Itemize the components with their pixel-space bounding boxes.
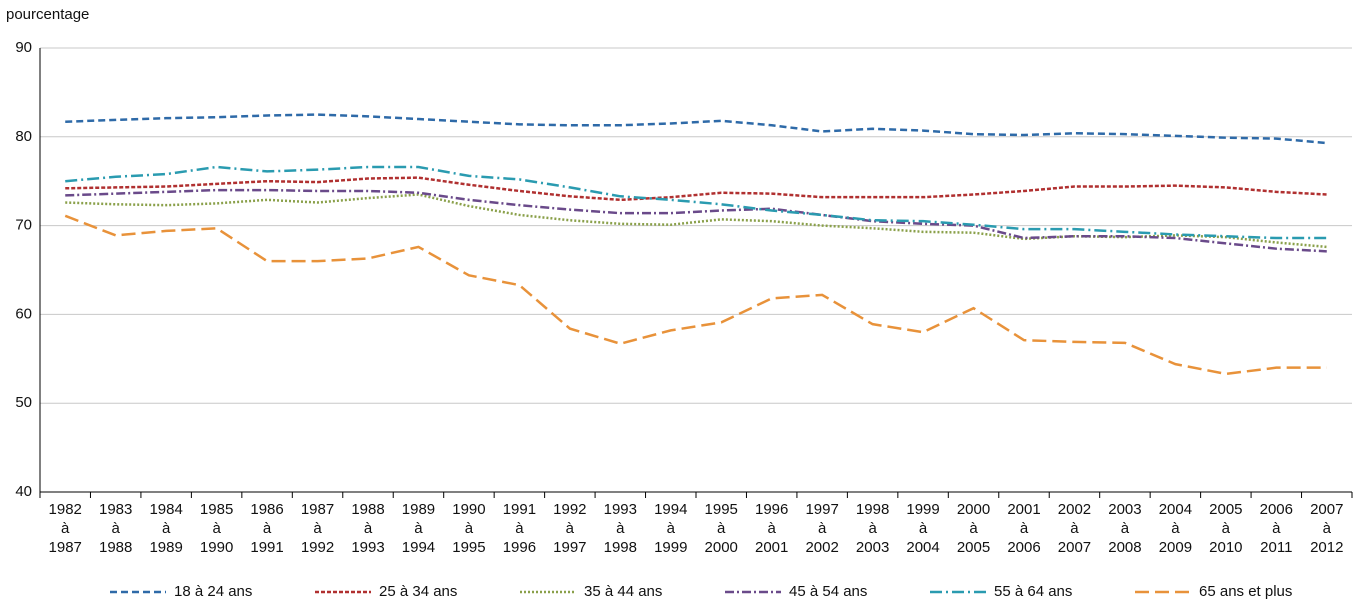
x-tick-label: 1987 (49, 539, 82, 556)
x-tick-label: 1998 (604, 539, 637, 556)
x-tick-label: 2006 (1007, 539, 1040, 556)
x-tick-label: à (818, 520, 827, 537)
line-series (65, 176, 1327, 202)
x-tick-label: à (414, 520, 423, 537)
x-tick-label: à (768, 520, 777, 537)
x-tick-label: 2001 (1007, 501, 1040, 518)
x-tick-label: 2000 (957, 501, 990, 518)
x-tick-label: 2005 (957, 539, 990, 556)
x-tick-label: 2004 (906, 539, 939, 556)
x-tick-label: à (1323, 520, 1332, 537)
y-tick-label: 60 (15, 305, 32, 322)
legend-label: 45 à 54 ans (789, 583, 867, 600)
x-tick-label: à (112, 520, 121, 537)
x-tick-label: 2008 (1108, 539, 1141, 556)
x-tick-label: à (465, 520, 474, 537)
x-tick-label: 1995 (452, 539, 485, 556)
x-tick-label: 2010 (1209, 539, 1242, 556)
x-tick-label: à (1070, 520, 1079, 537)
x-tick-label: 1993 (351, 539, 384, 556)
x-tick-label: à (1272, 520, 1281, 537)
x-tick-label: 2003 (856, 539, 889, 556)
x-tick-label: 1995 (705, 501, 738, 518)
x-tick-label: 1992 (553, 501, 586, 518)
x-tick-label: à (515, 520, 524, 537)
line-series (65, 188, 1327, 253)
x-tick-label: à (717, 520, 726, 537)
x-tick-label: 1986 (250, 501, 283, 518)
x-tick-label: à (919, 520, 928, 537)
x-tick-label: à (868, 520, 877, 537)
x-tick-label: 1983 (99, 501, 132, 518)
x-tick-label: à (616, 520, 625, 537)
x-tick-label: 2012 (1310, 539, 1343, 556)
x-tick-label: 1999 (906, 501, 939, 518)
x-tick-label: 1992 (301, 539, 334, 556)
x-tick-label: à (667, 520, 676, 537)
x-tick-label: à (212, 520, 221, 537)
x-tick-label: 2011 (1260, 539, 1292, 556)
y-tick-label: 70 (15, 217, 32, 234)
x-tick-label: à (1020, 520, 1029, 537)
x-tick-label: à (263, 520, 272, 537)
x-tick-label: 1985 (200, 501, 233, 518)
x-tick-label: 1987 (301, 501, 334, 518)
x-tick-label: à (1171, 520, 1180, 537)
x-tick-label: à (969, 520, 978, 537)
legend-label: 55 à 64 ans (994, 583, 1072, 600)
x-tick-label: 1991 (503, 501, 536, 518)
x-tick-label: 1991 (250, 539, 283, 556)
x-tick-label: 1990 (200, 539, 233, 556)
x-tick-label: 2009 (1159, 539, 1192, 556)
x-tick-label: 1989 (402, 501, 435, 518)
x-tick-label: 2002 (805, 539, 838, 556)
line-series (64, 214, 1327, 376)
x-tick-label: 2000 (705, 539, 738, 556)
y-tick-label: 90 (15, 39, 32, 56)
x-tick-label: 1984 (149, 501, 182, 518)
x-tick-label: à (162, 520, 171, 537)
x-tick-label: 1988 (99, 539, 132, 556)
legend-label: 35 à 44 ans (584, 583, 662, 600)
x-tick-label: 1994 (654, 501, 687, 518)
x-tick-label: 1997 (805, 501, 838, 518)
y-tick-label: 80 (15, 128, 32, 145)
x-tick-label: 1998 (856, 501, 889, 518)
x-tick-label: à (1222, 520, 1231, 537)
x-tick-label: à (313, 520, 322, 537)
line-series (65, 113, 1327, 145)
line-series (65, 193, 1327, 249)
x-tick-label: 1996 (503, 539, 536, 556)
legend-label: 25 à 34 ans (379, 583, 457, 600)
x-tick-label: 2004 (1159, 501, 1192, 518)
x-tick-label: 2007 (1058, 539, 1091, 556)
y-tick-label: 50 (15, 394, 32, 411)
x-tick-label: à (61, 520, 70, 537)
x-tick-label: 1989 (149, 539, 182, 556)
legend-label: 65 ans et plus (1199, 583, 1292, 600)
x-tick-label: 2007 (1310, 501, 1343, 518)
x-tick-label: 1993 (604, 501, 637, 518)
x-tick-label: à (1121, 520, 1130, 537)
x-tick-label: 2005 (1209, 501, 1242, 518)
x-tick-label: 1994 (402, 539, 435, 556)
x-tick-label: 2001 (755, 539, 788, 556)
line-series (65, 165, 1327, 240)
legend-label: 18 à 24 ans (174, 583, 252, 600)
x-tick-label: 1990 (452, 501, 485, 518)
x-tick-label: 2006 (1260, 501, 1293, 518)
x-tick-label: 1997 (553, 539, 586, 556)
y-tick-label: 40 (15, 483, 32, 500)
x-tick-label: 2003 (1108, 501, 1141, 518)
x-tick-label: à (364, 520, 373, 537)
x-tick-label: 1982 (49, 501, 82, 518)
x-tick-label: 2002 (1058, 501, 1091, 518)
y-axis-label: pourcentage (6, 6, 89, 23)
x-tick-label: 1996 (755, 501, 788, 518)
x-tick-label: 1988 (351, 501, 384, 518)
x-tick-label: à (566, 520, 575, 537)
x-tick-label: 1999 (654, 539, 687, 556)
